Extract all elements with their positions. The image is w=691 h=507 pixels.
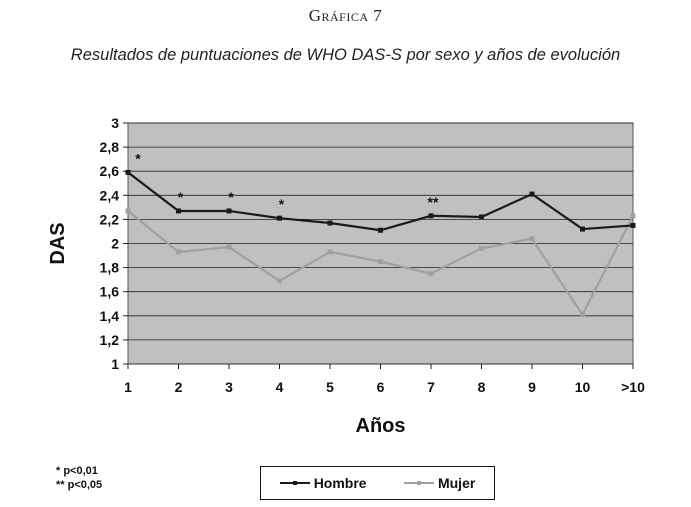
data-point-mujer [630, 213, 636, 219]
x-tick-label: 9 [528, 379, 536, 395]
x-tick-label: 7 [427, 379, 435, 395]
line-chart: 1 1,2 1,4 1,6 1,8 2 2,2 2,4 2,6 2,8 3 1 2 3 4 5 6 7 8 9 10 >1… [47, 115, 645, 437]
data-point-hombre [277, 215, 282, 221]
data-point-hombre [125, 169, 131, 175]
data-point-mujer [378, 259, 383, 265]
significance-annotation: * [178, 189, 184, 205]
x-axis-title: Años [356, 415, 406, 437]
x-tick-label: 6 [377, 379, 385, 395]
legend-label-hombre: Hombre [313, 475, 367, 491]
y-tick-label: 2,6 [100, 163, 120, 179]
footnote-significance-1: * p<0,01 [56, 465, 98, 477]
x-tick-label: 1 [124, 379, 132, 395]
significance-annotation: * [228, 189, 234, 205]
y-tick-label: 1,6 [100, 284, 120, 300]
data-point-mujer [176, 249, 181, 255]
data-point-mujer [327, 249, 333, 255]
data-point-hombre [226, 208, 232, 214]
x-tick-label: 5 [326, 379, 334, 395]
data-point-hombre [428, 213, 434, 219]
figure-label: Gráfica 7 [308, 6, 383, 25]
data-point-mujer [125, 208, 131, 214]
data-point-hombre [176, 208, 181, 214]
legend-swatch-mujer [403, 478, 434, 488]
figure-title: Resultados de puntuaciones de WHO DAS-S … [70, 46, 621, 64]
footnote-significance-2: ** p<0,05 [56, 479, 103, 491]
legend-label-mujer: Mujer [437, 475, 476, 491]
data-point-hombre [580, 226, 585, 232]
y-tick-label: 2,2 [100, 211, 120, 227]
x-tick-label: 8 [478, 379, 486, 395]
legend-item-mujer: Mujer [403, 475, 476, 491]
data-point-hombre [327, 220, 333, 226]
y-tick-label: 1,8 [100, 260, 120, 276]
significance-annotation: * [135, 150, 141, 166]
data-point-mujer [277, 278, 282, 284]
x-tick-label: >10 [621, 379, 645, 395]
x-tick-label: 3 [225, 379, 233, 395]
data-point-mujer [529, 236, 535, 242]
y-axis-title: DAS [47, 222, 69, 264]
data-point-hombre [378, 227, 383, 233]
significance-annotation: * [279, 196, 285, 212]
y-tick-label: 1,2 [100, 332, 120, 348]
y-tick-label: 3 [111, 115, 119, 131]
data-point-mujer [479, 245, 484, 251]
significance-annotation: ** [428, 194, 439, 210]
data-point-mujer [226, 244, 232, 250]
y-tick-label: 1 [111, 356, 119, 372]
x-tick-label: 2 [175, 379, 183, 395]
x-tick-label: 4 [276, 379, 284, 395]
data-point-mujer [428, 271, 434, 277]
legend-swatch-hombre [279, 478, 310, 488]
data-point-hombre [529, 191, 535, 197]
y-tick-label: 2,8 [100, 139, 120, 155]
chart-legend: Hombre Mujer [260, 466, 495, 500]
y-tick-label: 2,4 [100, 187, 120, 203]
data-point-hombre [630, 222, 636, 228]
x-tick-label: 10 [575, 379, 591, 395]
data-point-hombre [479, 214, 484, 220]
y-tick-label: 1,4 [100, 308, 120, 324]
data-point-mujer [580, 312, 585, 318]
legend-item-hombre: Hombre [279, 475, 367, 491]
y-tick-label: 2 [111, 236, 119, 252]
